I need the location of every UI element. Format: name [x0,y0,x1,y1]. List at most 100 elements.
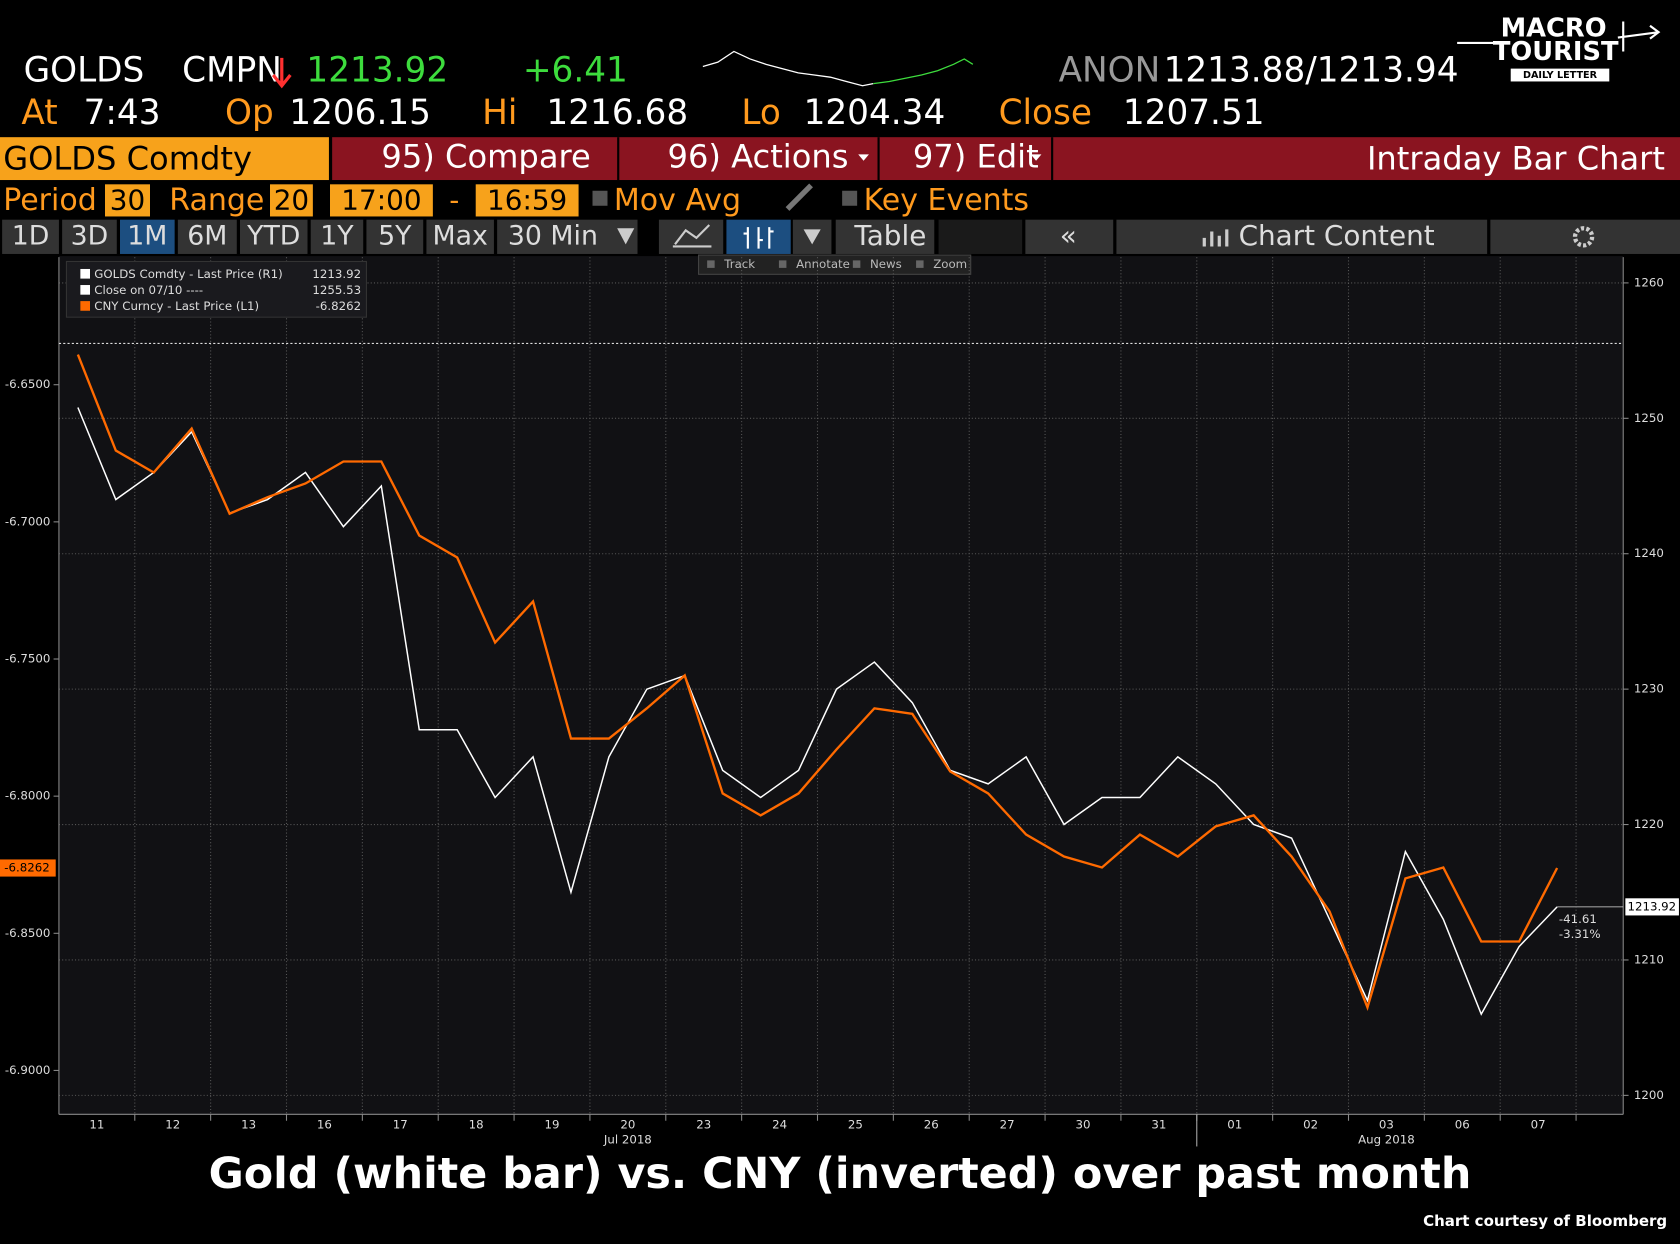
range-label[interactable]: 30 Min [508,220,598,251]
y2-tick-label: 1240 [1634,546,1664,560]
actions[interactable]: 96) Actions [668,138,849,176]
tool[interactable]: Zoom [933,257,967,271]
range-box[interactable] [270,184,313,217]
high-label: Hi [482,93,517,133]
series-line [76,354,1559,1012]
last-tag-label: 1213.92 [1628,899,1677,913]
last-tag [0,859,56,877]
x-tick-label: 12 [165,1118,180,1132]
range-button[interactable] [120,219,175,254]
y-tick-label: -6.9000 [5,1063,50,1077]
collapse-button[interactable] [1025,219,1114,254]
y2-tick-label: 1220 [1634,817,1664,831]
range-button[interactable] [62,219,117,254]
legend-swatch [80,301,90,311]
logo: MACRO TOURIST DAILY LETTER [1457,13,1661,82]
chart-icon [1202,229,1229,247]
tool-icon [707,260,715,268]
chart-content[interactable]: Chart Content [1239,219,1435,252]
range-button[interactable] [366,219,424,254]
price: 1213.92 [306,50,448,90]
range-label[interactable]: 1Y [320,220,354,251]
plot: Track Annotate News Zoom1200121012201230124… [0,254,1679,1147]
period[interactable]: 30 [110,183,145,216]
credit: Chart courtesy of Bloomberg [1423,1212,1667,1230]
range-button[interactable] [497,219,638,254]
period-box[interactable] [105,184,150,217]
legend-label: CNY Curncy - Last Price (L1) [94,299,259,313]
legend-swatch [80,268,90,279]
range-label[interactable]: 5Y [378,220,412,251]
key-events[interactable]: Key Events [864,183,1030,218]
gear-icon [1572,226,1595,248]
x-tick-label: 13 [241,1118,256,1132]
view: Intraday Bar Chart [1367,140,1665,178]
range-label[interactable]: 3D [71,220,109,251]
x-tick-label: 30 [1076,1118,1091,1132]
range-button[interactable] [2,219,59,254]
logo-arrow [1457,21,1661,52]
chart-content-button[interactable] [1116,219,1488,254]
period-label: Period [3,183,97,218]
security-tab[interactable] [0,137,329,181]
x-tick-label: 01 [1227,1118,1242,1132]
range-label[interactable]: 1M [127,220,167,251]
tool[interactable]: News [870,257,902,271]
range-label[interactable]: 1D [12,220,50,251]
line-button[interactable] [658,219,724,254]
range-button[interactable] [310,219,364,254]
range-button[interactable] [426,219,494,254]
checkbox[interactable] [592,190,608,206]
last-tag-label: -6.8262 [4,861,49,875]
dash: - [449,183,459,216]
end-box[interactable] [475,184,579,217]
x-tick-label: 03 [1379,1118,1394,1132]
settings-button[interactable] [1490,219,1680,254]
source: CMPN [182,50,282,90]
x-tick-label: 02 [1303,1118,1318,1132]
dropdown-icon [617,228,635,245]
table[interactable]: Table [853,219,926,252]
bid-ask: 1213.88/1213.94 [1164,50,1459,90]
low: 1204.34 [804,93,946,133]
tool-strip [698,254,972,275]
y2-tick-label: 1250 [1634,411,1664,425]
start-box[interactable] [330,184,433,217]
pencil-icon[interactable] [785,183,813,211]
mov-avg[interactable]: Mov Avg [614,183,741,218]
start[interactable]: 17:00 [341,183,421,216]
checkbox[interactable] [842,190,858,206]
low-label: Lo [741,93,780,133]
edit[interactable]: 97) Edit [913,138,1039,176]
dropdown-icon [858,154,869,161]
range[interactable]: 20 [274,183,309,216]
tool[interactable]: Annotate [796,257,850,271]
x-tick-label: 18 [469,1118,484,1132]
y-tick-label: -6.6500 [5,377,50,391]
dropdown-icon [1030,154,1042,161]
x-tick-label: 06 [1455,1118,1470,1132]
close-label: Close [999,93,1092,133]
logo-text: TOURIST [1493,37,1619,67]
x-tick-label: 16 [317,1118,332,1132]
range-label[interactable]: Max [433,220,488,251]
change: +6.41 [523,50,628,90]
legend-value: -6.8262 [316,299,361,313]
table-button[interactable] [835,219,935,254]
logo-text: DAILY LETTER [1523,70,1598,81]
end[interactable]: 16:59 [487,183,567,216]
month-label: Jul 2018 [603,1133,652,1147]
tool[interactable]: Track [723,257,755,271]
x-tick-label: 24 [772,1118,787,1132]
security[interactable]: GOLDS Comdty [3,140,252,178]
series-line [77,407,1558,1016]
x-tick-label: 31 [1151,1118,1166,1132]
range-button[interactable] [177,219,237,254]
range-button[interactable] [240,219,308,254]
legend-value: 1213.92 [312,267,361,281]
range-label[interactable]: YTD [246,220,300,251]
collapse-icon: « [1060,219,1077,252]
compare[interactable]: 95) Compare [381,138,590,176]
range-label[interactable]: 6M [187,220,227,251]
legend-swatch [80,285,90,295]
